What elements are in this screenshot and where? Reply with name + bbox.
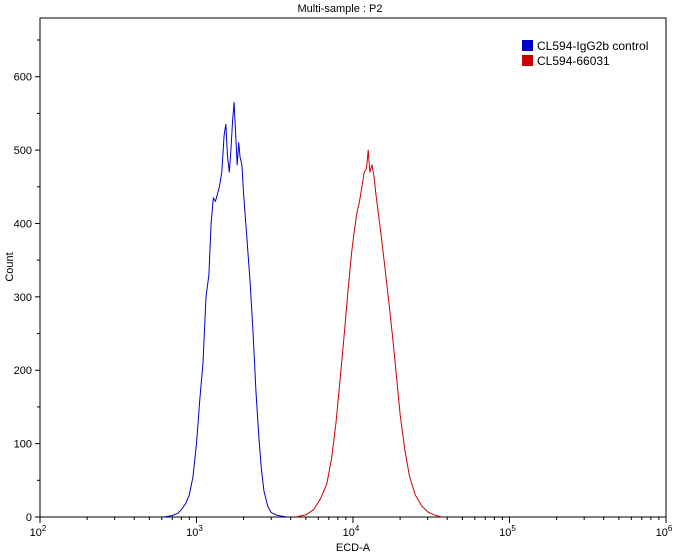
x-axis: 102 103 104 105 106 <box>30 517 673 539</box>
x-tick-label: 105 <box>499 524 516 539</box>
y-axis: 0 100 200 300 400 500 600 <box>14 39 40 524</box>
x-tick-label: 106 <box>656 524 673 539</box>
chart-title: Multi-sample : P2 <box>298 3 383 15</box>
y-tick-label: 100 <box>14 439 32 451</box>
y-tick-label: 500 <box>14 145 32 157</box>
legend-label: CL594-IgG2b control <box>537 39 648 53</box>
x-axis-title: ECD-A <box>336 542 371 554</box>
x-tick-label: 104 <box>343 524 360 539</box>
legend-swatch <box>522 40 533 51</box>
series-layer <box>163 101 443 518</box>
series-line-2 <box>295 149 443 518</box>
y-tick-label: 300 <box>14 292 32 304</box>
legend-swatch <box>522 55 533 66</box>
plot-area <box>39 17 667 518</box>
y-tick-label: 200 <box>14 365 32 377</box>
y-tick-label: 0 <box>26 512 32 524</box>
x-tick-label: 102 <box>30 524 47 539</box>
y-tick-label: 400 <box>14 218 32 230</box>
x-tick-label: 103 <box>186 524 203 539</box>
y-tick-label: 600 <box>14 72 32 84</box>
y-axis-title: Count <box>4 252 16 281</box>
legend-label: CL594-66031 <box>537 54 610 68</box>
series-line-1 <box>163 101 288 518</box>
